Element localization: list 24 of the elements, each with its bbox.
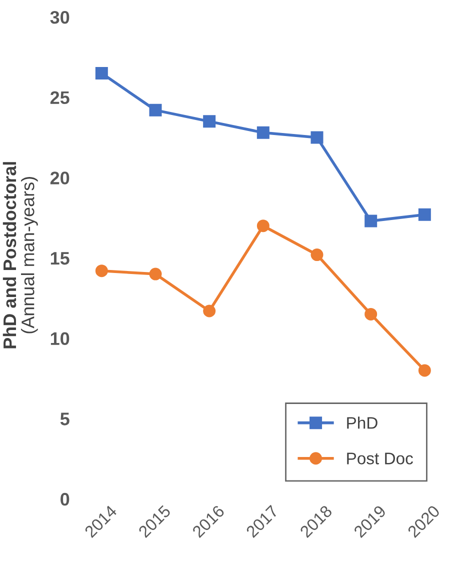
legend-label: PhD <box>347 416 378 429</box>
point <box>95 66 108 80</box>
point <box>203 115 216 128</box>
y-tick-label: 25 <box>50 91 70 104</box>
point <box>310 248 324 262</box>
point <box>256 220 270 232</box>
point <box>418 364 431 377</box>
y-tick-label: 5 <box>60 412 70 426</box>
y-tick-label: 15 <box>50 252 70 265</box>
y-axis-title: PhD and Postdoctoral (Annual man-years) <box>2 162 38 348</box>
point <box>364 214 378 228</box>
y-tick-label: 30 <box>50 10 70 24</box>
point <box>149 104 162 116</box>
point <box>95 264 108 278</box>
point <box>310 131 324 144</box>
point <box>418 208 431 221</box>
point <box>256 126 270 139</box>
y-tick-label: 20 <box>50 172 70 184</box>
point <box>364 308 378 320</box>
y-tick-label: 0 <box>60 492 70 506</box>
point <box>203 304 216 318</box>
y-tick-label: 10 <box>50 332 70 346</box>
point <box>149 268 162 280</box>
legend-label: Post Doc <box>347 452 413 464</box>
